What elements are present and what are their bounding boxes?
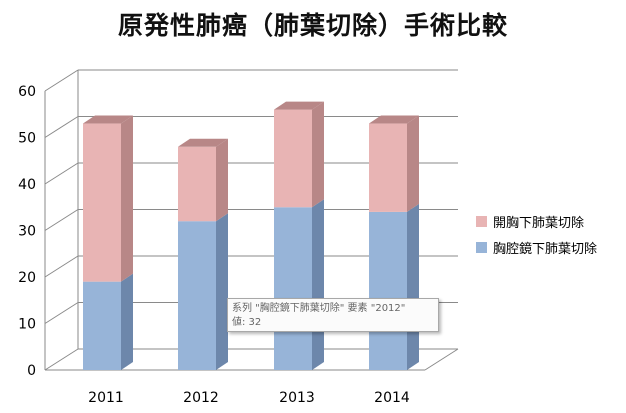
x-category-label: 2013 bbox=[279, 390, 315, 406]
tooltip-value-line: 値: 32 bbox=[232, 317, 262, 328]
bar-top-2014 bbox=[369, 115, 419, 124]
bar-top-2013 bbox=[274, 101, 324, 110]
bar-side-open-2011 bbox=[121, 115, 133, 282]
legend-label-open: 開胸下肺葉切除 bbox=[493, 215, 585, 231]
chart-title: 原発性肺癌（肺葉切除）手術比較 bbox=[117, 11, 508, 40]
bar-side-open-2014 bbox=[407, 115, 419, 212]
data-tooltip: 系列 "胸腔鏡下肺葉切除" 要素 "2012" 値: 32 bbox=[227, 298, 439, 332]
bar-thoracoscopic-2013 bbox=[274, 207, 312, 370]
bar-top-2012 bbox=[178, 138, 228, 147]
legend-label-thoracoscopic: 胸腔鏡下肺葉切除 bbox=[493, 241, 598, 257]
bar-side-open-2012 bbox=[216, 138, 228, 222]
bar-thoracoscopic-2011 bbox=[83, 281, 121, 370]
y-tick-label: 20 bbox=[18, 270, 36, 286]
legend-item-thoracoscopic[interactable]: 胸腔鏡下肺葉切除 bbox=[476, 234, 597, 260]
x-category-label: 2014 bbox=[374, 390, 410, 406]
bar-layer bbox=[83, 101, 419, 370]
tooltip-series-line: 系列 "胸腔鏡下肺葉切除" 要素 "2012" bbox=[232, 303, 406, 314]
floor-right-edge bbox=[424, 348, 459, 371]
x-category-label: 2012 bbox=[183, 390, 219, 406]
bar-top-2011 bbox=[83, 115, 133, 124]
bar-side-thoracoscopic-2013 bbox=[312, 199, 324, 370]
legend-swatch-open bbox=[476, 215, 487, 227]
y-tick-label: 10 bbox=[18, 317, 36, 333]
legend: 開胸下肺葉切除 胸腔鏡下肺葉切除 bbox=[476, 208, 597, 260]
y-tick-label: 30 bbox=[18, 224, 36, 240]
bar-side-thoracoscopic-2012 bbox=[216, 213, 228, 370]
bar-side-thoracoscopic-2014 bbox=[407, 203, 419, 370]
gridline-side bbox=[44, 209, 79, 231]
y-tick-layer: 0 10 20 30 40 50 60 bbox=[18, 84, 36, 379]
bar-open-2014 bbox=[369, 123, 407, 212]
gridline-side bbox=[44, 302, 79, 324]
bar-side-thoracoscopic-2011 bbox=[121, 273, 133, 370]
gridline-side bbox=[44, 348, 79, 371]
bar-thoracoscopic-2014 bbox=[369, 211, 407, 370]
gridline-side bbox=[44, 255, 79, 278]
gridline-side bbox=[44, 162, 79, 185]
legend-item-open[interactable]: 開胸下肺葉切除 bbox=[476, 208, 597, 234]
bar-side-open-2013 bbox=[312, 101, 324, 208]
bar-open-2012 bbox=[178, 146, 216, 222]
gridline-side bbox=[44, 69, 79, 92]
y-tick-label: 40 bbox=[18, 177, 36, 193]
bar-thoracoscopic-2012 bbox=[178, 221, 216, 370]
bar-open-2013 bbox=[274, 109, 312, 208]
x-category-label: 2011 bbox=[88, 390, 124, 406]
gridline-side bbox=[44, 116, 79, 138]
x-category-layer: 2011 2012 2013 2014 bbox=[88, 390, 410, 406]
y-tick-label: 50 bbox=[18, 131, 36, 147]
y-tick-label: 0 bbox=[27, 363, 36, 379]
legend-swatch-thoracoscopic bbox=[476, 241, 487, 253]
bar-open-2011 bbox=[83, 123, 121, 282]
y-tick-label: 60 bbox=[18, 84, 36, 100]
